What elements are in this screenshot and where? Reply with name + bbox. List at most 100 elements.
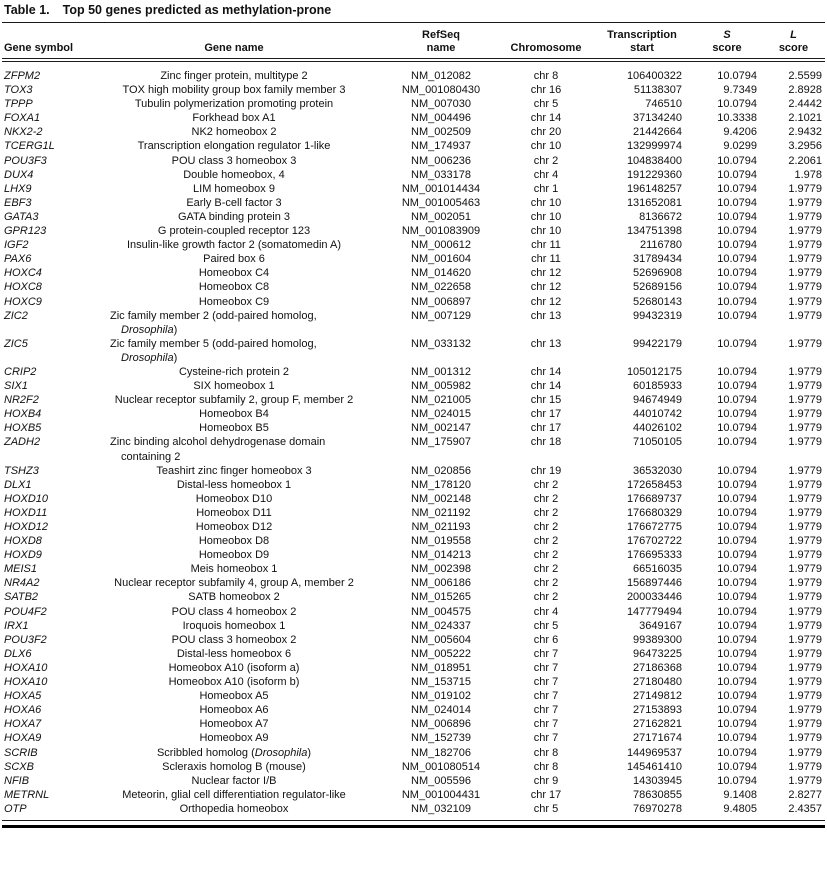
gene-name-cell: Meteorin, glial cell differentiation reg… <box>86 788 382 802</box>
transcription-start-cell: 176689737 <box>626 492 682 505</box>
gene-name-text: LIM homeobox 9 <box>193 182 275 195</box>
chromosome-cell: chr 8 <box>533 70 559 82</box>
chromosome-cell: chr 10 <box>530 196 562 209</box>
refseq-name-cell: NM_006236 <box>411 154 471 167</box>
gene-name-text: Distal-less homeobox 1 <box>176 478 292 491</box>
table-row: HOXD8 Homeobox D8 NM_019558 chr 2 176702… <box>2 534 825 548</box>
gene-symbol-cell: DLX1 <box>4 478 32 491</box>
gene-symbol-cell: IRX1 <box>4 619 29 632</box>
refseq-name-cell: NM_001080430 <box>401 84 481 97</box>
gene-symbol-cell: EBF3 <box>4 196 32 209</box>
table-row: NKX2-2 NK2 homeobox 2 NM_002509 chr 20 2… <box>2 125 825 139</box>
gene-name-text: Insulin-like growth factor 2 (somatomedi… <box>127 239 341 252</box>
gene-name-cell: Tubulin polymerization promoting protein <box>86 97 382 111</box>
header-line: score <box>778 41 809 54</box>
gene-name-text: POU class 3 homeobox 2 <box>171 633 297 646</box>
transcription-start-cell: 132999974 <box>626 140 682 153</box>
s-score-cell: 10.0794 <box>717 281 757 294</box>
l-score-cell: 1.9779 <box>788 774 822 787</box>
table-row: HOXC8 Homeobox C8 NM_022658 chr 12 52689… <box>2 280 825 294</box>
gene-name-cell: Nuclear factor I/B <box>86 774 382 788</box>
refseq-name-cell: NM_021005 <box>411 394 471 407</box>
chromosome-cell: chr 2 <box>533 521 559 533</box>
s-score-cell: 10.0794 <box>717 760 757 773</box>
s-score-cell: 10.0794 <box>717 422 757 435</box>
gene-symbol-cell: POU3F2 <box>4 633 47 646</box>
header-row: Gene symbol Gene name RefSeq name Chromo… <box>2 23 825 62</box>
table-row: DLX1 Distal-less homeobox 1 NM_178120 ch… <box>2 478 825 492</box>
gene-name-cell: Homeobox A9 <box>86 731 382 745</box>
l-score-cell: 2.1021 <box>788 112 822 125</box>
gene-name-cell: Paired box 6 <box>86 252 382 266</box>
gene-name-text: Homeobox A6 <box>199 704 269 717</box>
gene-name-cell: Scribbled homolog (Drosophila) <box>86 746 382 760</box>
refseq-name-cell: NM_021192 <box>411 506 471 519</box>
gene-symbol-cell: LHX9 <box>4 182 32 195</box>
chromosome-cell: chr 7 <box>533 718 559 731</box>
refseq-name-cell: NM_182706 <box>411 746 471 759</box>
gene-name-text: Double homeobox, 4 <box>183 168 285 181</box>
table-row: ZIC2 Zic family member 2 (odd-paired hom… <box>2 309 825 337</box>
l-score-cell: 1.9779 <box>788 535 822 548</box>
transcription-start-cell: 200033446 <box>626 591 682 604</box>
refseq-name-cell: NM_032109 <box>411 802 471 815</box>
chromosome-cell: chr 7 <box>533 647 559 660</box>
transcription-start-cell: 52696908 <box>633 267 682 280</box>
gene-symbol-cell: HOXD12 <box>4 521 49 533</box>
table-row: HOXD9 Homeobox D9 NM_014213 chr 2 176695… <box>2 548 825 562</box>
chromosome-cell: chr 7 <box>533 661 559 674</box>
transcription-start-cell: 105012175 <box>626 365 682 378</box>
gene-name-text: POU class 4 homeobox 2 <box>171 605 297 618</box>
gene-name-text: Zinc finger protein, multitype 2 <box>160 70 308 82</box>
l-score-cell: 1.9779 <box>788 225 822 238</box>
l-score-cell: 1.9779 <box>788 295 822 308</box>
gene-symbol-cell: SATB2 <box>4 591 39 604</box>
gene-name-text: Homeobox B4 <box>199 408 269 421</box>
table-row: DUX4 Double homeobox, 4 NM_033178 chr 4 … <box>2 168 825 182</box>
transcription-start-cell: 2116780 <box>639 239 682 252</box>
l-score-cell: 1.9779 <box>788 506 822 519</box>
gene-name-cell: Zic family member 5 (odd-paired homolog,… <box>86 337 382 365</box>
transcription-start-cell: 104838400 <box>626 154 682 167</box>
table-row: GPR123 G protein-coupled receptor 123 NM… <box>2 224 825 238</box>
chromosome-cell: chr 2 <box>533 154 559 167</box>
l-score-cell: 1.9779 <box>788 732 822 745</box>
table-row: HOXD12 Homeobox D12 NM_021193 chr 2 1766… <box>2 520 825 534</box>
s-score-cell: 10.0794 <box>717 676 757 689</box>
gene-symbol-cell: HOXA7 <box>4 718 42 731</box>
refseq-name-cell: NM_000612 <box>411 239 471 252</box>
transcription-start-cell: 196148257 <box>626 182 682 195</box>
table-row: ZFPM2 Zinc finger protein, multitype 2 N… <box>2 60 825 83</box>
l-score-cell: 2.2061 <box>788 154 822 167</box>
gene-name-text: NK2 homeobox 2 <box>191 126 277 139</box>
chromosome-cell: chr 16 <box>530 84 562 97</box>
l-score-cell: 2.9432 <box>788 126 822 139</box>
gene-name-cell: Cysteine-rich protein 2 <box>86 365 382 379</box>
gene-name-text: Zic family member 5 (odd-paired homolog,… <box>110 337 317 364</box>
chromosome-cell: chr 17 <box>530 788 562 801</box>
refseq-name-cell: NM_022658 <box>411 281 471 294</box>
chromosome-cell: chr 19 <box>530 464 562 477</box>
l-score-cell: 1.9779 <box>788 492 822 505</box>
header-line: Chromosome <box>510 41 582 54</box>
chromosome-cell: chr 4 <box>533 605 559 618</box>
transcription-start-cell: 145461410 <box>626 760 682 773</box>
header-line: start <box>630 41 654 54</box>
l-score-cell: 1.9779 <box>788 647 822 660</box>
l-score-cell: 1.9779 <box>788 478 822 491</box>
table-caption: Top 50 genes predicted as methylation-pr… <box>62 3 332 17</box>
gene-name-text: Scribbled homolog (Drosophila) <box>156 746 312 759</box>
chromosome-cell: chr 8 <box>533 746 559 759</box>
gene-name-text: Tubulin polymerization promoting protein <box>134 98 334 111</box>
l-score-cell: 1.9779 <box>788 563 822 576</box>
l-score-cell: 1.978 <box>794 168 822 181</box>
transcription-start-cell: 27171674 <box>633 732 682 745</box>
transcription-start-cell: 27149812 <box>633 690 682 703</box>
gene-name-text: Paired box 6 <box>203 253 265 266</box>
gene-name-text: Orthopedia homeobox <box>179 802 289 815</box>
gene-name-cell: Homeobox D8 <box>86 534 382 548</box>
table-row: HOXB5 Homeobox B5 NM_002147 chr 17 44026… <box>2 421 825 435</box>
table-row: HOXB4 Homeobox B4 NM_024015 chr 17 44010… <box>2 407 825 421</box>
gene-symbol-cell: HOXA10 <box>4 676 48 689</box>
l-score-cell: 1.9779 <box>788 422 822 435</box>
